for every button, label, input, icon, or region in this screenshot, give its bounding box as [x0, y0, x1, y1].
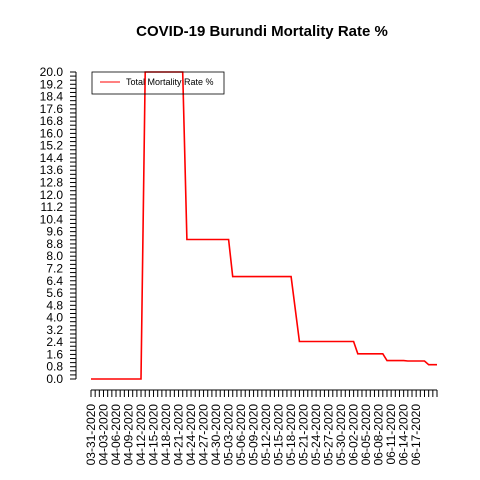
x-tick-label: 04-18-2020 [159, 404, 173, 466]
x-tick-label: 06-11-2020 [384, 404, 398, 465]
x-tick-label: 04-21-2020 [172, 404, 186, 466]
y-tick-label: 11.2 [41, 200, 64, 214]
x-tick-label: 05-18-2020 [284, 404, 298, 466]
y-tick-label: 18.4 [40, 90, 64, 104]
y-tick-label: 14.4 [40, 151, 64, 165]
x-tick-label: 05-27-2020 [322, 404, 336, 466]
x-tick-label: 06-02-2020 [347, 404, 361, 466]
x-axis: 03-31-202004-03-202004-06-202004-09-2020… [84, 389, 438, 466]
y-tick-label: 5.6 [46, 286, 63, 300]
series-line-total-mortality-rate [91, 71, 437, 380]
legend-label: Total Mortality Rate % [126, 77, 214, 87]
x-tick-label: 06-17-2020 [409, 404, 423, 466]
x-tick-label: 04-03-2020 [97, 404, 111, 466]
y-tick-label: 0.8 [46, 360, 63, 374]
x-tick-label: 04-27-2020 [197, 404, 211, 466]
x-tick-label: 05-15-2020 [272, 404, 286, 466]
x-tick-label: 06-05-2020 [359, 404, 373, 466]
x-tick-label: 05-09-2020 [247, 404, 261, 466]
y-tick-label: 7.2 [46, 261, 63, 275]
x-tick-label: 05-12-2020 [259, 404, 273, 466]
y-tick-label: 8.0 [46, 249, 63, 263]
x-tick-label: 05-21-2020 [297, 404, 311, 466]
x-tick-label: 04-06-2020 [109, 404, 123, 466]
chart-title: COVID-19 Burundi Mortality Rate % [136, 23, 388, 40]
legend: Total Mortality Rate % [91, 71, 225, 95]
x-tick-label: 05-06-2020 [234, 404, 248, 466]
y-tick-label: 15.2 [40, 139, 64, 153]
y-tick-label: 17.6 [40, 102, 64, 116]
y-tick-label: 9.6 [46, 225, 63, 239]
y-tick-label: 12.0 [40, 188, 64, 202]
plot-area [91, 71, 437, 380]
x-tick-label: 06-14-2020 [397, 404, 411, 466]
y-tick-label: 6.4 [46, 274, 63, 288]
y-axis: 0.00.81.62.43.24.04.85.66.47.28.08.89.61… [40, 65, 77, 386]
x-tick-label: 03-31-2020 [84, 404, 98, 466]
x-tick-label: 05-24-2020 [309, 404, 323, 466]
y-tick-label: 20.0 [40, 65, 64, 79]
y-tick-label: 4.8 [46, 298, 63, 312]
y-tick-label: 12.8 [40, 176, 64, 190]
x-tick-label: 04-15-2020 [147, 404, 161, 466]
x-tick-label: 05-30-2020 [334, 404, 348, 466]
x-tick-label: 04-09-2020 [122, 404, 136, 466]
x-tick-label: 04-30-2020 [209, 404, 223, 466]
y-tick-label: 8.8 [46, 237, 63, 251]
y-tick-label: 10.4 [40, 212, 64, 226]
legend-box [91, 71, 225, 95]
y-tick-label: 16.0 [40, 126, 64, 140]
y-tick-label: 19.2 [40, 77, 64, 91]
y-tick-label: 1.6 [46, 347, 63, 361]
x-tick-label: 05-03-2020 [222, 404, 236, 466]
x-tick-label: 04-24-2020 [184, 404, 198, 466]
x-tick-label: 06-08-2020 [372, 404, 386, 466]
y-tick-label: 3.2 [46, 323, 63, 337]
y-tick-label: 0.0 [46, 372, 63, 386]
y-tick-label: 16.8 [40, 114, 64, 128]
y-tick-label: 2.4 [46, 335, 63, 349]
y-tick-label: 13.6 [40, 163, 64, 177]
y-tick-label: 4.0 [46, 311, 63, 325]
x-tick-label: 04-12-2020 [134, 404, 148, 466]
